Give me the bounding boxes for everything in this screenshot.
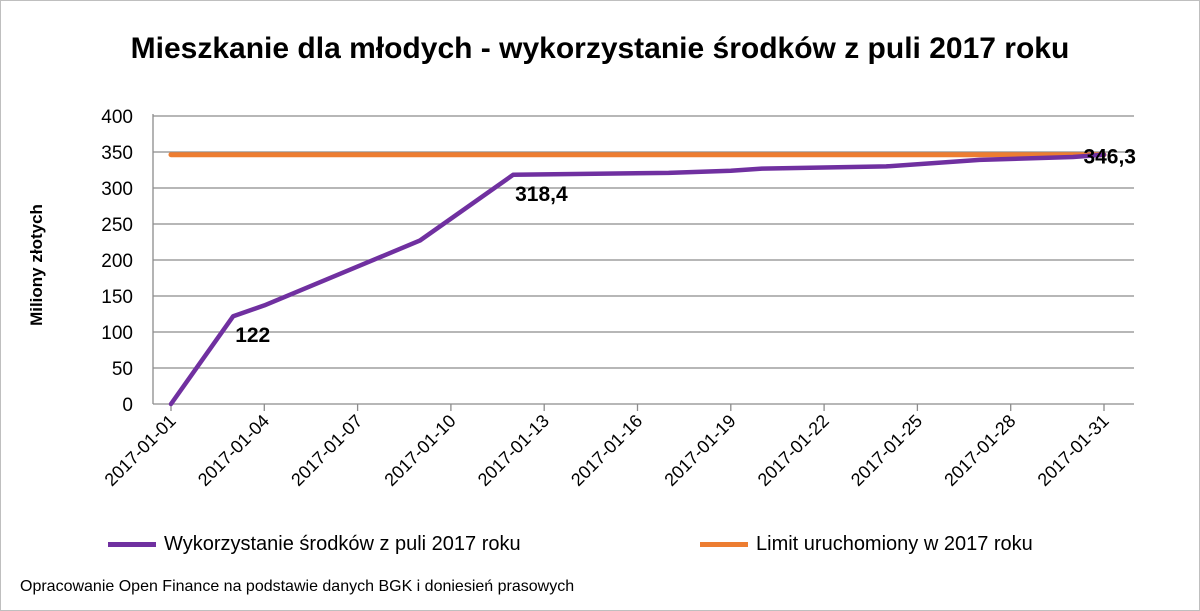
x-tick-label: 2017-01-04 bbox=[194, 411, 273, 490]
chart-title: Mieszkanie dla młodych - wykorzystanie ś… bbox=[130, 32, 1070, 65]
y-tick-label: 350 bbox=[101, 143, 133, 164]
y-tick-label: 50 bbox=[112, 359, 133, 380]
x-tick-label: 2017-01-25 bbox=[847, 411, 926, 490]
x-tick-label: 2017-01-22 bbox=[754, 411, 833, 490]
y-tick-label: 150 bbox=[101, 287, 133, 308]
legend-item-limit: Limit uruchomiony w 2017 roku bbox=[700, 533, 1033, 556]
legend-swatch-usage bbox=[108, 542, 156, 547]
y-tick-label: 100 bbox=[101, 323, 133, 344]
data-label: 318,4 bbox=[515, 183, 568, 206]
series-line-usage bbox=[168, 152, 1107, 407]
y-tick-label: 300 bbox=[101, 179, 133, 200]
y-tick-label: 400 bbox=[101, 107, 133, 128]
source-note: Opracowanie Open Finance na podstawie da… bbox=[20, 578, 575, 595]
x-tick-label: 2017-01-01 bbox=[101, 411, 180, 490]
y-tick-label: 200 bbox=[101, 251, 133, 272]
y-tick-label: 0 bbox=[122, 395, 133, 416]
x-tick-label: 2017-01-31 bbox=[1034, 411, 1113, 490]
x-tick-label: 2017-01-19 bbox=[660, 411, 739, 490]
x-tick-label: 2017-01-16 bbox=[567, 411, 646, 490]
x-tick-label: 2017-01-13 bbox=[474, 411, 553, 490]
y-tick-label: 250 bbox=[101, 215, 133, 236]
x-tick-label: 2017-01-10 bbox=[380, 411, 459, 490]
x-tick-label: 2017-01-07 bbox=[287, 411, 366, 490]
legend-label-usage: Wykorzystanie środków z puli 2017 roku bbox=[164, 533, 521, 555]
legend-item-usage: Wykorzystanie środków z puli 2017 roku bbox=[108, 533, 521, 556]
legend-swatch-limit bbox=[700, 542, 748, 547]
data-label: 122 bbox=[235, 324, 270, 347]
legend-label-limit: Limit uruchomiony w 2017 roku bbox=[756, 533, 1033, 555]
data-label: 346,3 bbox=[1083, 146, 1136, 169]
x-tick-label: 2017-01-28 bbox=[940, 411, 1019, 490]
